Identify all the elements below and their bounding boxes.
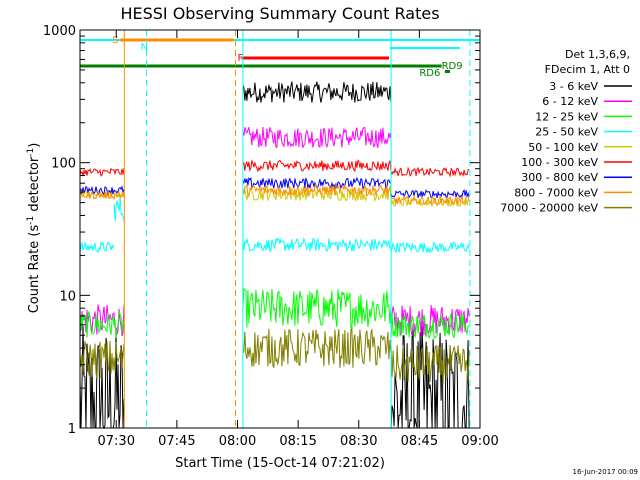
series-line-8-0 (79, 340, 125, 379)
legend: Det 1,3,6,9, FDecim 1, Att 0 3 - 6 keV 6 … (500, 48, 632, 215)
series-line-5-2 (390, 166, 470, 178)
legend-label-6: 300 - 800 keV (521, 171, 598, 184)
legend-label-7: 800 - 7000 keV (514, 186, 598, 199)
series-line-7-0 (79, 190, 125, 201)
x-tick-label-0: 07:30 (98, 434, 135, 449)
series-line-7-2 (391, 194, 470, 206)
x-axis-label: Start Time (15-Oct-14 07:21:02) (175, 456, 385, 471)
series-line-1-1 (242, 126, 392, 149)
series-line-5-1 (242, 159, 392, 173)
series-line-3-1 (113, 197, 125, 222)
series-line-1-2 (390, 304, 470, 337)
series-group (79, 81, 470, 430)
series-line-6-0 (79, 185, 125, 197)
series-line-2-2 (390, 312, 470, 340)
legend-label-5: 100 - 300 keV (521, 156, 598, 169)
series-line-6-2 (390, 188, 470, 199)
series-line-0-0 (79, 325, 125, 430)
vertical-markers (123, 30, 471, 428)
x-axis: 07:30 07:45 08:00 08:15 08:30 08:45 09:00 (98, 30, 499, 449)
legend-label-1: 6 - 12 keV (542, 95, 598, 108)
legend-label-0: 3 - 6 keV (549, 80, 598, 93)
series-line-8-1 (242, 327, 392, 368)
y-tick-label-3: 1000 (43, 24, 76, 39)
flag-label-S: S (112, 35, 118, 46)
x-tick-label-5: 08:45 (401, 434, 438, 449)
x-tick-label-3: 08:15 (279, 434, 316, 449)
chart-title: HESSI Observing Summary Count Rates (120, 4, 439, 23)
series-line-3-2 (242, 237, 392, 253)
series-line-2-1 (242, 287, 392, 329)
series-line-8-2 (390, 344, 470, 385)
flag-label-N: N (140, 42, 147, 53)
footer-date: 16-Jun-2017 00:09 (573, 468, 639, 476)
series-line-3-3 (390, 240, 470, 254)
legend-label-3: 25 - 50 keV (535, 126, 598, 139)
legend-label-8: 7000 - 20000 keV (500, 202, 598, 215)
flag-label-F: F (237, 53, 243, 64)
x-tick-label-6: 09:00 (461, 434, 498, 449)
flag-label-RD6: RD6 (419, 68, 440, 79)
y-tick-label-0: 1 (68, 422, 76, 437)
series-line-3-0 (79, 241, 115, 254)
series-line-4-1 (242, 186, 392, 203)
y-axis: 1 10 100 1000 (43, 24, 480, 437)
series-line-0-2 (390, 326, 470, 429)
y-axis-label: Count Rate (s-1 detector-1) (26, 143, 42, 314)
legend-header-2: FDecim 1, Att 0 (545, 63, 630, 76)
series-line-2-0 (79, 311, 125, 338)
legend-label-4: 50 - 100 keV (528, 141, 598, 154)
legend-header-1: Det 1,3,6,9, (565, 48, 630, 61)
x-tick-label-2: 08:00 (219, 434, 256, 449)
x-tick-label-4: 08:30 (340, 434, 377, 449)
legend-label-2: 12 - 25 keV (535, 110, 598, 123)
series-line-7-1 (242, 183, 392, 197)
flag-label-RD9: RD9 (442, 61, 463, 72)
x-tick-label-1: 07:45 (158, 434, 195, 449)
plot-frame (79, 29, 481, 429)
series-line-0-1 (242, 81, 392, 103)
flag-mark-RD6 (444, 70, 450, 73)
series-line-5-0 (79, 167, 125, 177)
y-tick-label-1: 10 (59, 289, 76, 304)
y-tick-label-2: 100 (51, 157, 76, 172)
